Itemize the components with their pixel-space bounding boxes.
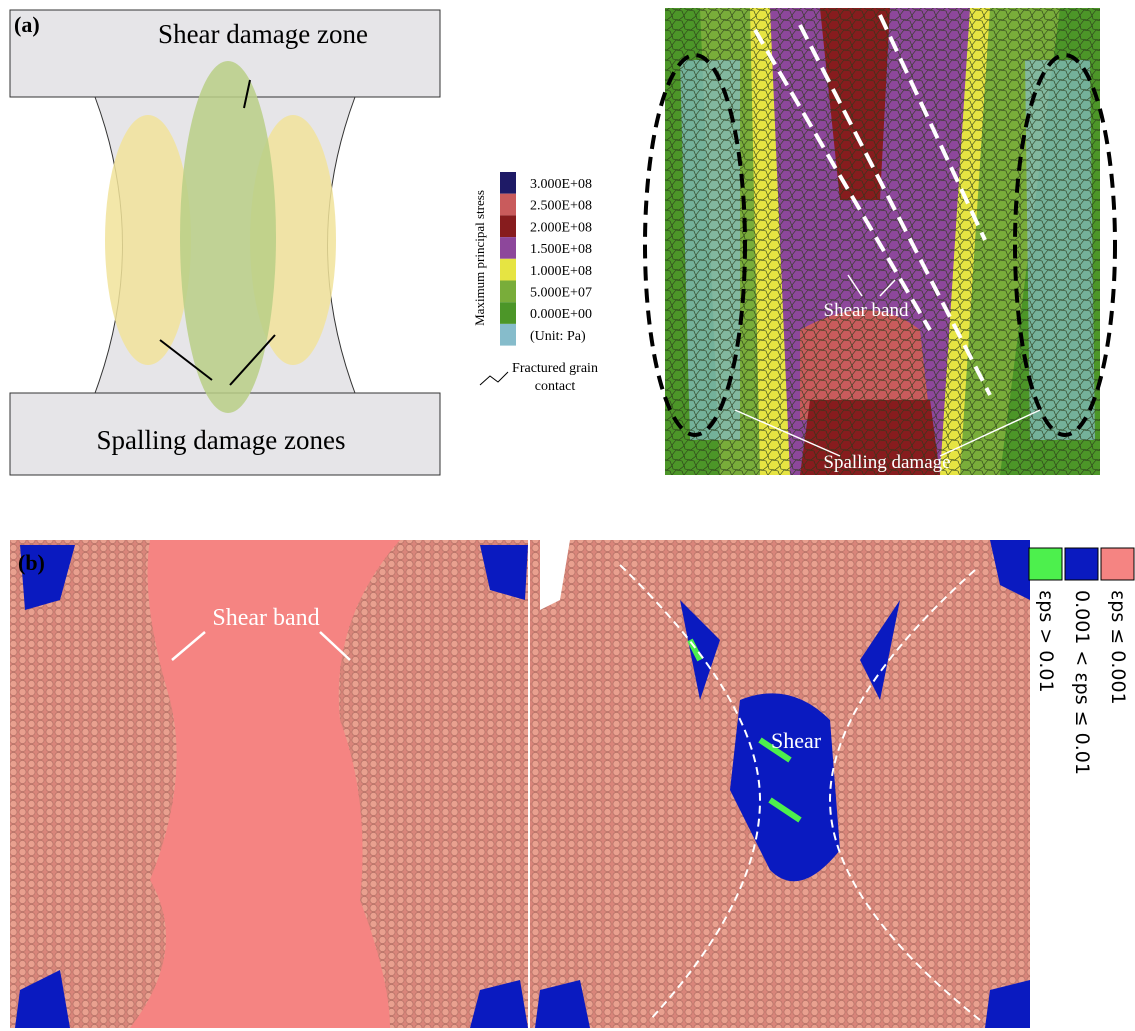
legend-swatch [500,259,516,281]
legend-label: 5.000E+07 [530,286,592,301]
annotation: Shear band [212,605,319,631]
legend-swatch [500,237,516,259]
fracture-icon [480,372,508,385]
page: (a) Shear damage zone Spalling damage zo… [0,0,1135,1031]
legend-label: (Unit: Pa) [530,329,586,344]
legend-label: 0.000E+00 [530,307,592,322]
legend-title: Maximum principal stress [472,190,487,326]
annotation: Shear band [824,300,909,321]
legend-swatch [500,215,516,237]
figure: (a) Shear damage zone Spalling damage zo… [0,0,1135,1031]
panel-label: (a) [14,12,40,37]
legend-label: 0.001 < εps ≤ 0.01 [1071,590,1093,775]
legend-swatch [500,172,516,194]
simulation-image [645,8,1115,475]
legend-label: 2.000E+08 [530,220,592,235]
legend-swatch [500,194,516,216]
legend-swatch [1029,548,1062,580]
annotation: Spalling damage [823,452,950,473]
legend-label: 1.000E+08 [530,264,592,279]
legend-swatch [1065,548,1098,580]
legend-swatch [500,281,516,303]
panel-label: (b) [18,550,45,575]
annotation: Spalling damage zones [97,425,346,455]
legend: εps ≤ 0.001 0.001 < εps ≤ 0.01 εps > 0.01 [1029,548,1134,775]
legend-label: 1.500E+08 [530,242,592,257]
legend: 3.000E+08 2.500E+08 2.000E+08 1.500E+08 1.00… [500,172,592,346]
legend-swatch [500,324,516,346]
legend-label: Fractured grain contact [505,360,605,396]
schematic [10,10,440,475]
legend-label: εps ≤ 0.001 [1107,590,1129,705]
legend-label: 2.500E+08 [530,199,592,214]
legend-swatch [1101,548,1134,580]
annotation: Shear [771,728,822,753]
annotation: Shear damage zone [158,19,368,49]
legend-label: εps > 0.01 [1035,590,1057,693]
legend-label: 3.000E+08 [530,177,592,192]
legend-swatch [500,302,516,324]
simulation-image [10,540,1030,1028]
